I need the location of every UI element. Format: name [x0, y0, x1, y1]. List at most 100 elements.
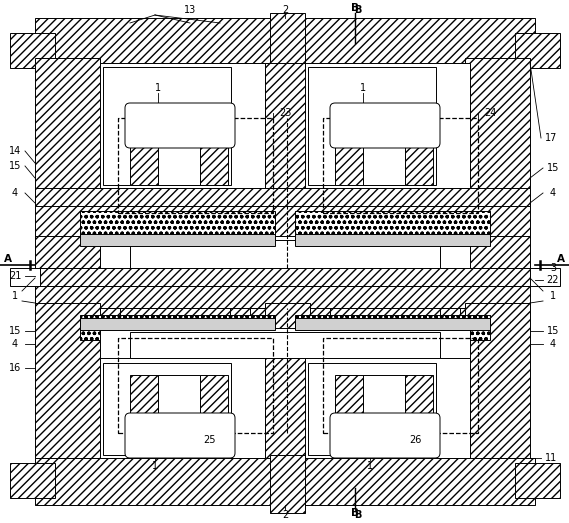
Bar [35, 236, 530, 268]
Bar [80, 318, 275, 330]
Bar [305, 63, 470, 188]
Bar [35, 58, 100, 208]
Bar [103, 67, 231, 185]
Bar [35, 188, 530, 208]
Bar [310, 236, 330, 268]
Bar [100, 353, 130, 458]
Bar [530, 268, 560, 286]
Text: 16: 16 [9, 363, 21, 373]
Bar [100, 63, 265, 188]
Bar [200, 375, 228, 455]
Bar [440, 236, 460, 268]
Bar [440, 353, 470, 458]
Bar [270, 13, 305, 73]
Bar [515, 463, 560, 498]
Text: 15: 15 [9, 161, 21, 171]
Text: 15: 15 [9, 326, 21, 336]
Text: 3: 3 [550, 263, 556, 273]
Bar [363, 105, 405, 185]
Text: 1: 1 [12, 291, 18, 301]
Bar [323, 118, 478, 213]
Bar [10, 33, 55, 68]
Text: 15: 15 [547, 326, 559, 336]
Text: 21: 21 [9, 271, 21, 281]
Bar [335, 375, 363, 455]
Text: 2: 2 [282, 5, 288, 15]
Bar [100, 236, 470, 268]
Bar [230, 236, 250, 268]
Text: B: B [354, 5, 362, 15]
Text: 1: 1 [360, 83, 366, 93]
Bar [10, 463, 55, 498]
Bar [295, 211, 490, 236]
Text: 14: 14 [9, 146, 21, 156]
Bar [230, 308, 250, 358]
Text: B: B [351, 508, 359, 518]
Text: 4: 4 [12, 188, 18, 198]
Text: A: A [557, 254, 565, 264]
Bar [308, 363, 436, 455]
Text: 4: 4 [550, 339, 556, 349]
Bar [35, 458, 535, 505]
Bar [35, 303, 100, 458]
Bar [100, 308, 120, 358]
Text: B: B [351, 3, 359, 13]
Text: 13: 13 [184, 5, 196, 15]
Text: B: B [354, 510, 362, 520]
Text: 22: 22 [547, 275, 559, 285]
Bar [130, 332, 440, 358]
Text: 25: 25 [204, 435, 216, 445]
Bar [35, 286, 530, 308]
Bar [295, 318, 490, 330]
Bar [200, 105, 228, 185]
Bar [265, 303, 310, 458]
Bar [295, 234, 490, 246]
Bar [308, 67, 436, 185]
Bar [100, 236, 120, 268]
Text: 1: 1 [152, 461, 158, 471]
Bar [440, 88, 470, 188]
Bar [100, 328, 265, 458]
Bar [235, 353, 265, 458]
Bar [310, 308, 330, 358]
Bar [405, 375, 433, 455]
Text: 4: 4 [550, 188, 556, 198]
Bar [305, 88, 335, 188]
Bar [80, 211, 275, 236]
Bar [118, 118, 273, 213]
Bar [363, 375, 405, 455]
Text: 1: 1 [550, 291, 556, 301]
Bar [35, 268, 530, 286]
Bar [100, 328, 470, 358]
Bar [35, 206, 530, 238]
Bar [130, 375, 158, 455]
Text: 17: 17 [545, 133, 557, 143]
Bar [295, 315, 490, 340]
Bar [158, 105, 200, 185]
Bar [235, 88, 265, 188]
Text: 24: 24 [484, 108, 496, 118]
Text: 4: 4 [12, 339, 18, 349]
Bar [80, 234, 275, 246]
Bar [323, 338, 478, 433]
Text: 1: 1 [155, 83, 161, 93]
Bar [80, 315, 275, 340]
Bar [130, 240, 440, 268]
Bar [405, 105, 433, 185]
Text: 1: 1 [367, 461, 373, 471]
Bar [35, 18, 535, 63]
Bar [270, 455, 305, 513]
Text: 23: 23 [279, 108, 291, 118]
Bar [130, 105, 158, 185]
Text: 26: 26 [409, 435, 421, 445]
FancyBboxPatch shape [125, 413, 235, 458]
Bar [440, 308, 460, 358]
Bar [118, 338, 273, 433]
Bar [265, 63, 310, 188]
Bar [10, 268, 40, 286]
Text: 2: 2 [282, 510, 288, 520]
Bar [35, 308, 530, 330]
FancyBboxPatch shape [330, 413, 440, 458]
Bar [335, 105, 363, 185]
Bar [305, 353, 335, 458]
